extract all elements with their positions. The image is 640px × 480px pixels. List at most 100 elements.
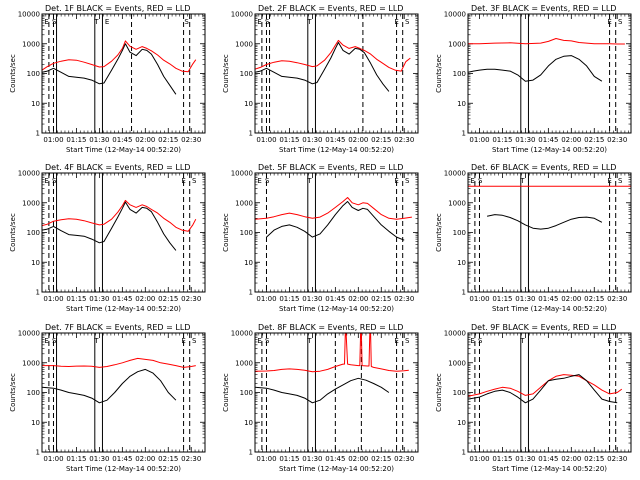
- events-series-line: [468, 374, 618, 404]
- y-tick-label: 100: [27, 70, 40, 78]
- x-tick-label: 01:15: [66, 455, 86, 463]
- x-tick-label: 02:00: [135, 295, 155, 303]
- flag-label: E: [470, 177, 474, 185]
- x-tick-label: 02:00: [348, 136, 368, 144]
- y-axis-label: Counts/sec: [222, 54, 230, 93]
- flag-label: S: [478, 177, 483, 185]
- y-axis-label: Counts/sec: [9, 213, 17, 252]
- x-tick-label: 02:15: [158, 136, 178, 144]
- events-series-line: [486, 214, 603, 230]
- flag-label: T: [519, 337, 525, 345]
- panel-title: Det. 5F BLACK = Events, RED = LLD: [258, 163, 403, 172]
- y-tick-label: 1: [249, 130, 253, 138]
- panel-title: Det. 6F BLACK = Events, RED = LLD: [471, 163, 616, 172]
- flag-label: E: [607, 18, 611, 26]
- flag-label: E: [257, 18, 261, 26]
- y-axis-label: Counts/sec: [435, 54, 443, 93]
- y-tick-label: 10: [457, 419, 466, 427]
- y-axis-label: Counts/sec: [9, 373, 17, 412]
- flag-label: S: [405, 18, 410, 26]
- y-tick-label: 10000: [444, 330, 466, 338]
- x-tick-label: 01:30: [89, 295, 109, 303]
- x-tick-label: 02:30: [181, 136, 201, 144]
- x-tick-label: 02:00: [348, 455, 368, 463]
- y-tick-label: 1000: [22, 199, 40, 207]
- y-tick-label: 100: [27, 389, 40, 397]
- flag-label: S: [192, 177, 197, 185]
- lld-series-line: [468, 38, 625, 45]
- y-tick-label: 10: [457, 100, 466, 108]
- x-tick-label: 01:00: [256, 136, 276, 144]
- x-tick-label: 01:15: [492, 136, 512, 144]
- x-tick-label: 02:30: [181, 295, 201, 303]
- x-tick-label: 01:45: [325, 136, 345, 144]
- y-axis-label: Counts/sec: [9, 54, 17, 93]
- lld-series-line: [255, 197, 412, 220]
- events-series-line: [42, 201, 177, 251]
- x-tick-label: 01:15: [492, 455, 512, 463]
- plot-frame: [254, 332, 419, 453]
- x-tick-label: 01:00: [256, 295, 276, 303]
- x-tick-label: 01:45: [538, 136, 558, 144]
- flag-label: E: [44, 337, 48, 345]
- flag-label: S: [618, 337, 623, 345]
- y-tick-label: 10: [244, 100, 253, 108]
- y-tick-label: 1000: [22, 359, 40, 367]
- x-axis-label: Start Time (12-May-14 00:52:20): [279, 305, 394, 313]
- flag-label: T: [519, 177, 525, 185]
- y-axis-label: Counts/sec: [222, 213, 230, 252]
- flag-label: E: [394, 18, 398, 26]
- x-tick-label: 01:30: [89, 455, 109, 463]
- y-tick-label: 1: [249, 449, 253, 457]
- y-tick-label: 10000: [18, 170, 40, 178]
- flag-label: E: [394, 337, 398, 345]
- y-tick-label: 10: [31, 419, 40, 427]
- x-tick-label: 02:00: [135, 136, 155, 144]
- x-axis-label: Start Time (12-May-14 00:52:20): [279, 465, 394, 473]
- x-tick-label: 01:00: [43, 455, 63, 463]
- x-tick-label: 01:30: [515, 455, 535, 463]
- x-axis-label: Start Time (12-May-14 00:52:20): [492, 146, 607, 154]
- x-axis-label: Start Time (12-May-14 00:52:20): [66, 146, 181, 154]
- detector-panel: Det. 9F BLACK = Events, RED = LLD Counts/…: [435, 323, 632, 473]
- x-tick-label: 01:45: [112, 136, 132, 144]
- flag-label: E: [105, 18, 109, 26]
- x-tick-label: 01:45: [112, 455, 132, 463]
- y-tick-label: 1000: [235, 199, 253, 207]
- y-axis-label: Counts/sec: [435, 213, 443, 252]
- x-tick-label: 02:00: [135, 455, 155, 463]
- flag-label: E: [181, 337, 185, 345]
- y-tick-label: 10: [244, 259, 253, 267]
- flag-label: E: [44, 18, 48, 26]
- panel-title: Det. 3F BLACK = Events, RED = LLD: [471, 4, 616, 13]
- events-series-line: [255, 377, 390, 404]
- y-tick-label: 100: [240, 389, 253, 397]
- x-tick-label: 02:15: [371, 136, 391, 144]
- flag-label: T: [306, 177, 312, 185]
- y-tick-label: 10000: [18, 11, 40, 19]
- lld-series-line: [42, 40, 197, 73]
- x-tick-label: 01:00: [256, 455, 276, 463]
- x-tick-label: 02:15: [371, 295, 391, 303]
- x-tick-label: 02:00: [348, 295, 368, 303]
- flag-label: S: [618, 177, 623, 185]
- y-tick-label: 10000: [231, 330, 253, 338]
- x-axis-label: Start Time (12-May-14 00:52:20): [492, 305, 607, 313]
- x-tick-label: 01:15: [279, 455, 299, 463]
- x-tick-label: 01:45: [538, 295, 558, 303]
- x-tick-label: 01:30: [515, 136, 535, 144]
- y-tick-label: 1: [36, 130, 40, 138]
- flag-label: S: [478, 337, 483, 345]
- y-tick-label: 100: [240, 70, 253, 78]
- detector-panel: Det. 5F BLACK = Events, RED = LLD Counts/…: [222, 163, 419, 313]
- y-tick-label: 10: [244, 419, 253, 427]
- x-tick-label: 02:15: [584, 295, 604, 303]
- x-tick-label: 02:00: [561, 455, 581, 463]
- y-tick-label: 1: [36, 449, 40, 457]
- x-tick-label: 01:30: [302, 455, 322, 463]
- flag-label: T: [306, 18, 312, 26]
- x-tick-label: 02:30: [607, 295, 627, 303]
- x-tick-label: 01:00: [469, 295, 489, 303]
- y-tick-label: 10000: [231, 11, 253, 19]
